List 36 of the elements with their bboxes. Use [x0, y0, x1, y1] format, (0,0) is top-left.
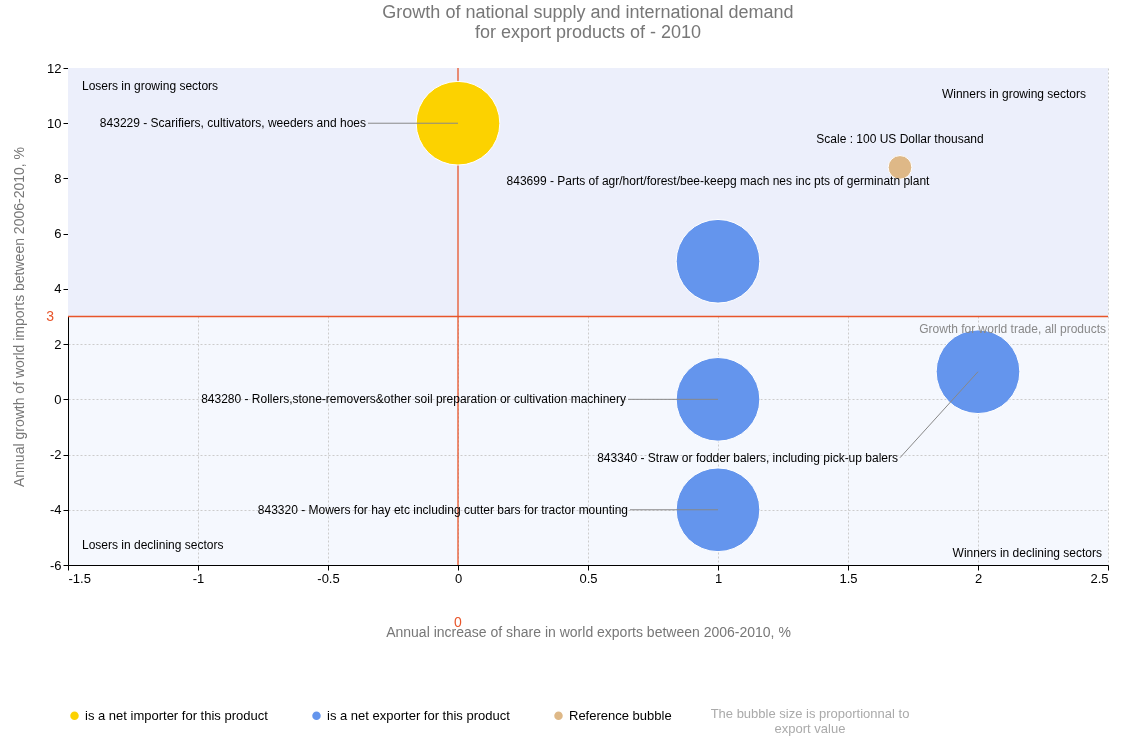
x-tick-label: 1	[714, 570, 723, 586]
annotation: Winners in declining sectors	[952, 546, 1102, 560]
annotation: Winners in growing sectors	[941, 87, 1086, 101]
legend-label: is a net importer for this product	[85, 707, 269, 723]
y-axis-title: Annual growth of world imports between 2006-2010, %	[11, 146, 28, 488]
text: The bubble size is proportionnal to export value	[709, 706, 911, 736]
legend-label: Reference bubble	[569, 707, 672, 723]
annotation: 843229 - Scarifiers, cultivators, weeders and hoes	[99, 116, 366, 131]
x-tick-label: 2.5	[1090, 570, 1109, 586]
annotation: 843320 - Mowers for hay etc including cutter bars for tractor mounting	[257, 502, 628, 517]
x-tick-label: -1	[192, 570, 205, 586]
x-tick-label: 1.5	[839, 570, 858, 586]
y-tick-label: 4	[54, 281, 62, 297]
annotation: Growth for world trade, all products	[919, 321, 1106, 336]
y-tick-label: 8	[54, 170, 62, 186]
x-tick-label: 0	[454, 570, 463, 586]
y-tick-label: 6	[54, 226, 62, 242]
y-tick-label: -2	[49, 447, 62, 463]
annotation: Losers in declining sectors	[82, 538, 224, 552]
y-tick-label: 12	[47, 60, 62, 76]
x-tick-label: 2	[974, 570, 983, 586]
annotation: Losers in growing sectors	[82, 79, 219, 93]
y-tick-label: -6	[49, 557, 62, 573]
y-tick-label: 2	[54, 336, 62, 352]
ref-line-label: 3	[46, 307, 55, 324]
y-tick-label: -4	[49, 502, 62, 518]
x-tick-label: -0.5	[317, 570, 340, 586]
annotation: Scale : 100 US Dollar thousand	[816, 132, 984, 147]
y-tick-label: 10	[47, 115, 62, 131]
chart-title: Growth of national supply and international demand for export products of - 2010	[382, 2, 794, 42]
x-tick-label: -1.5	[68, 570, 91, 586]
annotation: 843340 - Straw or fodder balers, including pick-up balers	[597, 450, 898, 465]
y-tick-label: 0	[54, 391, 62, 407]
legend-label: is a net exporter for this product	[327, 707, 511, 723]
annotation: 843699 - Parts of agr/hort/forest/bee-keepg mach nes inc pts of germinatn plant	[506, 174, 931, 189]
x-tick-label: 0.5	[579, 570, 598, 586]
